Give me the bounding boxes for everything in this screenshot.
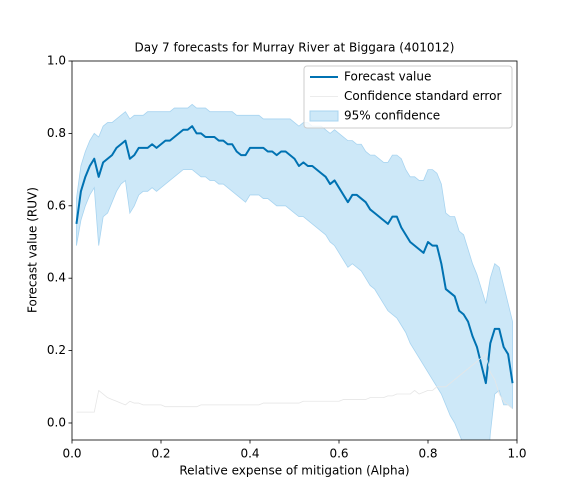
y-axis-label: Forecast value (RUV) bbox=[26, 187, 40, 313]
legend-label: 95% confidence bbox=[344, 109, 440, 123]
y-tick-label: 0.2 bbox=[47, 343, 66, 357]
x-tick-label: 0.6 bbox=[329, 447, 348, 461]
y-tick-label: 0.6 bbox=[47, 198, 66, 212]
x-tick-label: 1.0 bbox=[507, 447, 526, 461]
chart-title: Day 7 forecasts for Murray River at Bigg… bbox=[135, 41, 455, 55]
x-tick-label: 0.0 bbox=[62, 447, 81, 461]
legend-box bbox=[303, 65, 513, 129]
y-tick-label: 0.8 bbox=[47, 126, 66, 140]
x-tick-label: 0.2 bbox=[151, 447, 170, 461]
axes-frame bbox=[71, 60, 518, 441]
series-line bbox=[75, 125, 514, 385]
legend-swatch bbox=[309, 110, 339, 122]
y-tick-label: 1.0 bbox=[47, 54, 66, 68]
series-line bbox=[76, 353, 513, 413]
x-tick-label: 0.4 bbox=[240, 447, 259, 461]
x-tick-label: 0.8 bbox=[418, 447, 437, 461]
legend-label: Confidence standard error bbox=[344, 89, 501, 103]
legend-label: Forecast value bbox=[344, 70, 431, 84]
y-tick-label: 0.4 bbox=[47, 271, 66, 285]
plot-area bbox=[75, 103, 514, 440]
x-axis-label: Relative expense of mitigation (Alpha) bbox=[179, 464, 409, 478]
y-tick-label: 0.0 bbox=[47, 415, 66, 429]
